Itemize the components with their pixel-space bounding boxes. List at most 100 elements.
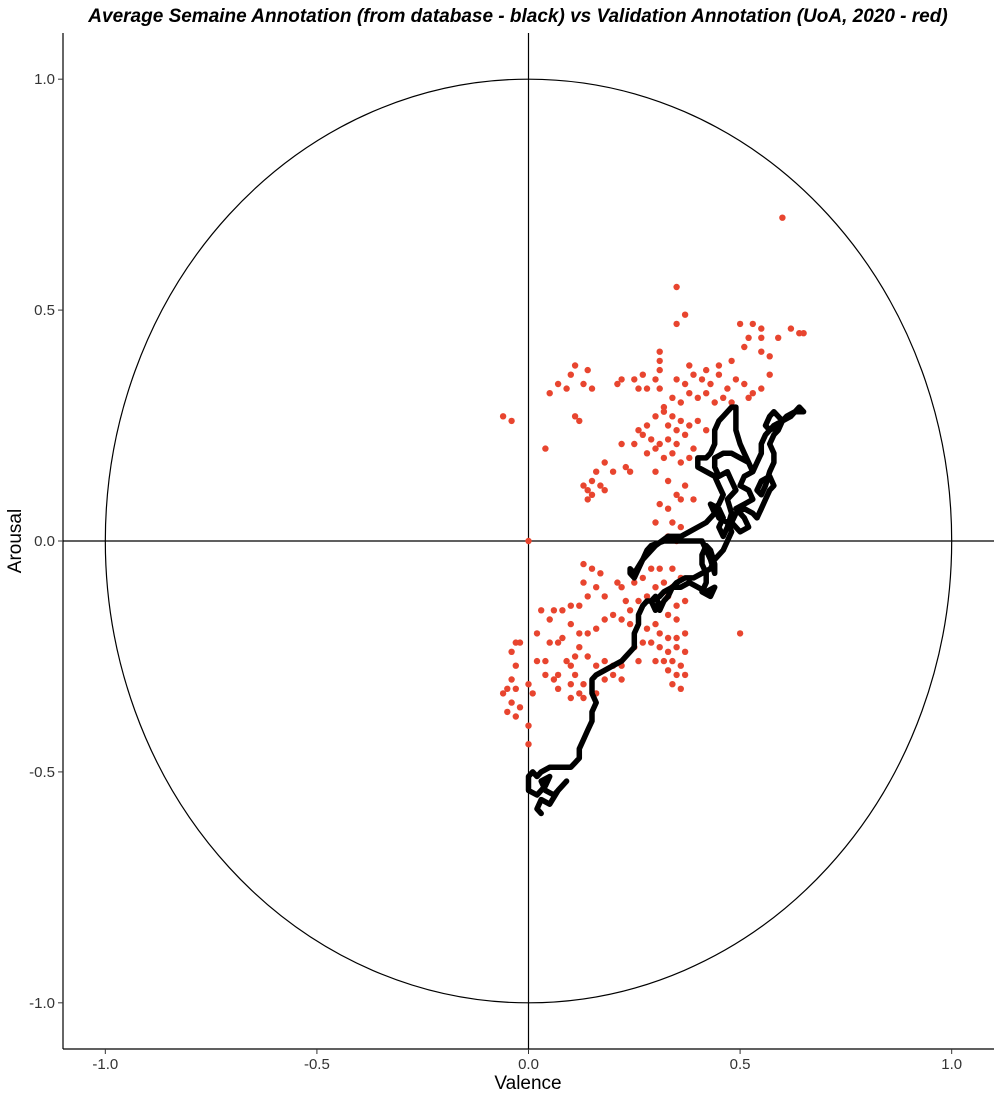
- validation-point: [673, 427, 680, 434]
- validation-point: [648, 436, 655, 443]
- validation-point: [720, 394, 727, 401]
- validation-point: [643, 625, 651, 632]
- validation-point: [622, 463, 629, 471]
- validation-point: [576, 644, 583, 651]
- validation-point: [698, 376, 706, 383]
- validation-point: [728, 357, 735, 365]
- validation-point: [775, 334, 782, 341]
- validation-point: [567, 620, 574, 628]
- validation-point: [609, 671, 617, 679]
- validation-point: [652, 584, 659, 591]
- chart-title: Average Semaine Annotation (from databas…: [87, 6, 947, 27]
- validation-point: [664, 667, 672, 674]
- validation-point: [745, 334, 752, 341]
- validation-point: [749, 390, 756, 397]
- validation-point: [707, 380, 714, 388]
- validation-point: [626, 620, 634, 628]
- validation-point: [660, 403, 668, 411]
- validation-point: [673, 671, 680, 679]
- validation-point: [576, 690, 583, 697]
- validation-point: [601, 593, 608, 600]
- y-tick-label: 0.5: [34, 302, 55, 319]
- validation-point: [652, 445, 659, 452]
- validation-point: [673, 602, 680, 609]
- validation-point: [580, 560, 587, 568]
- validation-point: [614, 579, 621, 586]
- validation-point: [593, 625, 600, 632]
- validation-point: [512, 662, 519, 669]
- validation-point: [669, 681, 676, 688]
- validation-point: [533, 657, 541, 665]
- validation-point: [681, 597, 689, 605]
- validation-point: [669, 519, 676, 526]
- validation-point: [588, 491, 596, 498]
- validation-point: [643, 422, 651, 429]
- validation-point: [546, 390, 553, 397]
- validation-point: [593, 662, 600, 669]
- validation-point: [631, 376, 638, 383]
- validation-point: [639, 574, 646, 582]
- validation-point: [635, 657, 642, 665]
- validation-point: [546, 616, 553, 623]
- validation-point: [673, 634, 680, 642]
- validation-point: [571, 671, 579, 679]
- validation-point: [656, 630, 663, 637]
- validation-point: [758, 334, 765, 341]
- validation-point: [580, 694, 587, 702]
- validation-point: [618, 584, 625, 591]
- validation-point: [664, 477, 672, 485]
- validation-point: [694, 394, 701, 401]
- validation-point: [542, 671, 549, 679]
- validation-point: [525, 537, 532, 545]
- validation-point: [766, 371, 773, 378]
- validation-point: [631, 579, 638, 586]
- validation-point: [588, 477, 596, 485]
- validation-point: [525, 741, 532, 748]
- validation-point: [567, 662, 574, 669]
- validation-point: [584, 496, 591, 503]
- validation-point: [715, 362, 723, 369]
- validation-point: [741, 343, 748, 351]
- validation-point: [728, 399, 735, 406]
- validation-point: [669, 413, 676, 420]
- validation-point: [601, 459, 608, 466]
- validation-point: [779, 214, 786, 221]
- validation-point: [550, 676, 558, 683]
- validation-point: [580, 380, 587, 388]
- validation-point: [766, 353, 773, 360]
- validation-point: [664, 436, 672, 443]
- validation-point: [631, 440, 638, 448]
- validation-point: [758, 385, 765, 392]
- validation-point: [664, 505, 672, 512]
- validation-point: [673, 440, 680, 448]
- validation-point: [609, 468, 617, 475]
- validation-point: [690, 445, 697, 452]
- validation-point: [576, 630, 583, 637]
- database-trajectory-line: [525, 404, 807, 817]
- validation-point: [656, 385, 663, 392]
- validation-point: [554, 671, 562, 679]
- validation-point: [664, 634, 672, 642]
- y-tick-label: 0.0: [34, 533, 55, 550]
- validation-point: [635, 385, 642, 392]
- validation-point: [626, 607, 634, 614]
- validation-point: [656, 644, 663, 651]
- validation-point: [499, 413, 507, 420]
- validation-point: [588, 565, 596, 572]
- validation-point: [567, 602, 574, 609]
- validation-point: [741, 380, 748, 388]
- validation-point: [618, 616, 625, 623]
- validation-point: [635, 597, 642, 605]
- validation-point: [736, 630, 744, 637]
- validation-point: [618, 676, 625, 683]
- validation-point: [673, 616, 680, 623]
- validation-point: [571, 413, 579, 420]
- validation-point: [686, 454, 693, 462]
- validation-point: [677, 685, 684, 692]
- validation-point: [563, 657, 570, 665]
- validation-point: [677, 662, 684, 669]
- validation-point: [508, 417, 515, 425]
- validation-point: [681, 648, 689, 655]
- validation-point: [584, 630, 591, 637]
- validation-point: [504, 685, 511, 692]
